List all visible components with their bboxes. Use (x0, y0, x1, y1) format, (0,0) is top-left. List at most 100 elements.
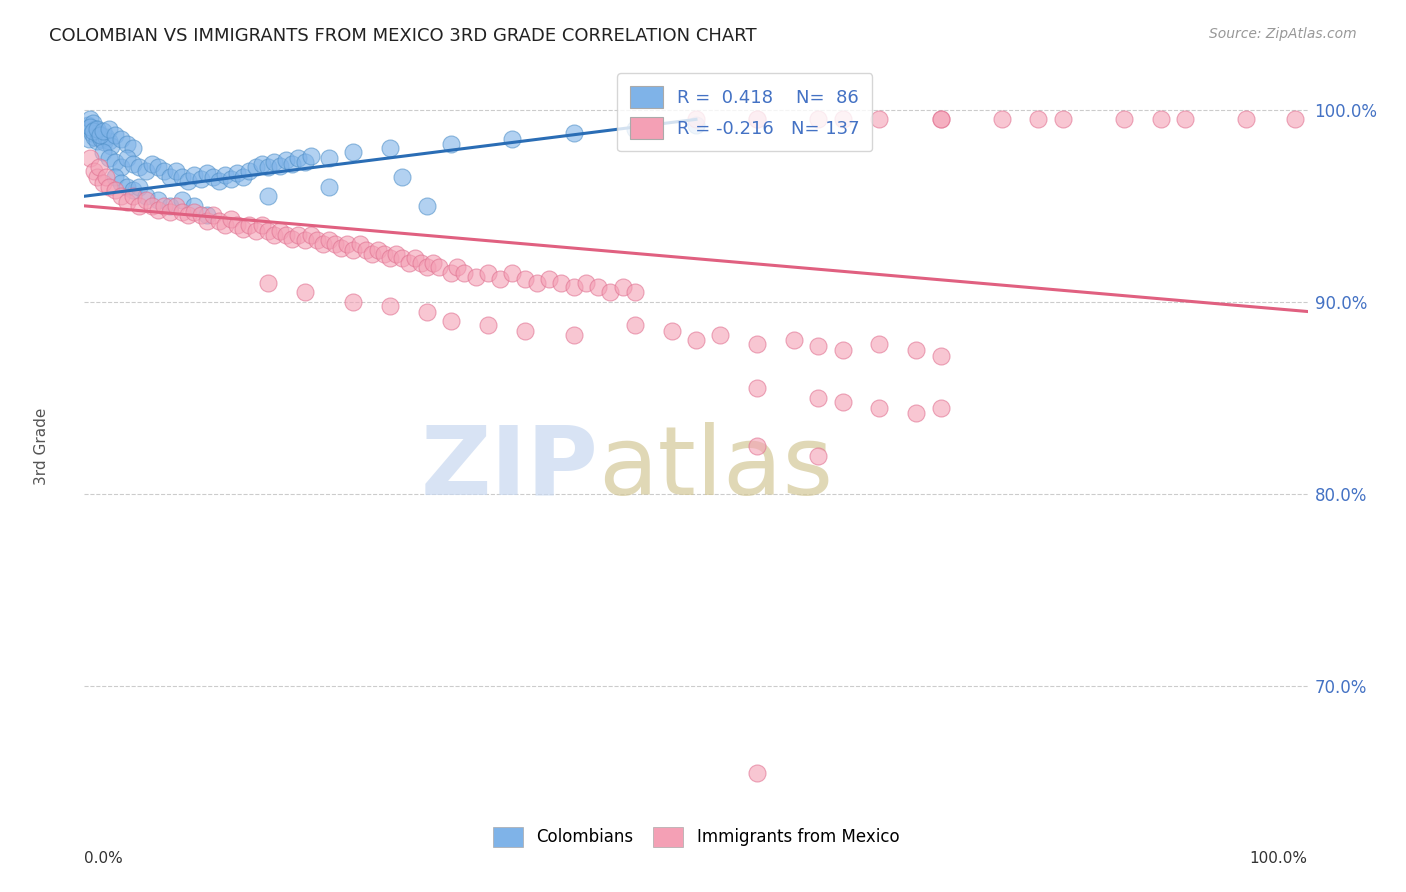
Point (1174, 112, 1197, 127)
Point (82, 124, 104, 138)
Point (831, 343, 853, 357)
Point (453, 266, 475, 280)
Point (84, 122, 107, 136)
Point (159, 169, 181, 184)
Point (87, 128, 110, 142)
Point (477, 266, 499, 280)
Point (226, 218, 249, 232)
Point (869, 112, 891, 127)
Point (1284, 112, 1306, 127)
Point (141, 199, 163, 213)
Point (135, 164, 157, 178)
Point (257, 161, 280, 175)
Point (440, 266, 463, 280)
Point (232, 222, 254, 236)
Point (183, 204, 205, 219)
Point (440, 314, 463, 328)
Point (342, 145, 364, 159)
Point (219, 212, 242, 227)
Point (367, 243, 389, 257)
Point (502, 131, 524, 145)
Point (86, 122, 108, 136)
Text: 0.0%: 0.0% (84, 851, 124, 865)
Point (97, 134, 120, 148)
Point (110, 131, 132, 145)
Point (380, 251, 402, 265)
Point (86, 134, 108, 148)
Point (190, 172, 212, 186)
Point (115, 194, 138, 209)
Point (146, 161, 169, 175)
Point (238, 164, 260, 178)
Point (128, 161, 150, 175)
Point (214, 218, 236, 232)
Point (86, 169, 108, 184)
Point (905, 343, 928, 357)
Point (287, 227, 309, 242)
Point (257, 189, 280, 203)
Point (287, 151, 309, 165)
Point (177, 209, 200, 223)
Point (612, 279, 634, 293)
Point (172, 169, 194, 184)
Point (250, 156, 273, 170)
Point (269, 159, 291, 173)
Point (562, 126, 585, 140)
Point (91, 124, 114, 138)
Point (354, 243, 377, 257)
Point (159, 199, 181, 213)
Point (115, 179, 138, 194)
Point (250, 218, 273, 232)
Point (201, 169, 224, 184)
Text: COLOMBIAN VS IMMIGRANTS FROM MEXICO 3RD GRADE CORRELATION CHART: COLOMBIAN VS IMMIGRANTS FROM MEXICO 3RD … (49, 27, 756, 45)
Point (747, 381, 769, 395)
Point (807, 112, 830, 127)
Point (115, 151, 138, 165)
Point (238, 218, 260, 232)
Point (83, 164, 105, 178)
Point (929, 112, 952, 127)
Point (807, 391, 830, 405)
Point (281, 231, 304, 245)
Point (312, 237, 335, 252)
Point (128, 199, 150, 213)
Point (195, 166, 218, 180)
Text: ZIP: ZIP (420, 422, 598, 515)
Point (747, 112, 769, 127)
Point (330, 241, 353, 255)
Point (135, 193, 157, 207)
Point (80, 126, 103, 140)
Point (122, 156, 145, 170)
Point (91, 176, 114, 190)
Point (685, 118, 707, 132)
Point (226, 166, 249, 180)
Point (747, 765, 769, 780)
Point (77, 118, 100, 132)
Point (318, 179, 340, 194)
Point (747, 337, 769, 351)
Point (269, 224, 291, 238)
Point (831, 394, 853, 409)
Point (87, 126, 110, 140)
Point (416, 199, 439, 213)
Point (79, 151, 101, 165)
Point (128, 179, 150, 194)
Point (115, 137, 138, 152)
Point (305, 234, 328, 248)
Point (513, 324, 536, 338)
Point (1028, 112, 1050, 127)
Point (685, 112, 707, 127)
Point (110, 176, 132, 190)
Point (869, 337, 891, 351)
Point (416, 260, 439, 275)
Point (336, 237, 359, 252)
Point (96, 129, 118, 144)
Point (257, 224, 280, 238)
Point (318, 234, 340, 248)
Point (146, 193, 169, 207)
Point (263, 154, 285, 169)
Point (214, 168, 236, 182)
Point (929, 349, 952, 363)
Point (165, 199, 187, 213)
Point (624, 318, 647, 332)
